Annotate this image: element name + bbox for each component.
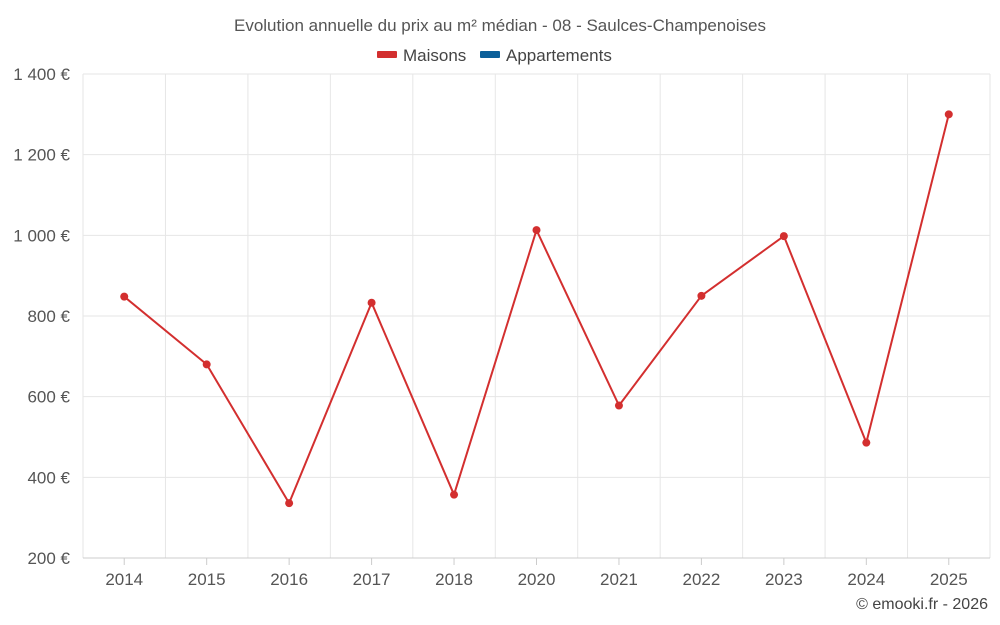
y-tick-label: 1 000 € (13, 226, 70, 245)
data-point-maisons[interactable] (779, 232, 788, 241)
grid (82, 73, 991, 558)
x-tick-label: 2018 (435, 570, 473, 589)
legend-item-appartements[interactable]: Appartements (480, 46, 612, 65)
x-tick-label: 2015 (188, 570, 226, 589)
x-tick-label: 2017 (353, 570, 391, 589)
data-point-maisons[interactable] (697, 291, 706, 300)
chart-title: Evolution annuelle du prix au m² médian … (234, 16, 766, 35)
legend-item-maisons[interactable]: Maisons (377, 46, 466, 65)
x-axis-ticks: 2014 2015 2016 2017 2018 2020 2021 2022 2023 2024… (105, 558, 968, 589)
y-tick-label: 800 € (27, 307, 70, 326)
legend-label-maisons: Maisons (403, 46, 466, 65)
y-axis-ticks: 200 € 400 € 600 € 800 € 1 000 € 1 200 € 1 400 … (13, 65, 70, 568)
data-point-maisons[interactable] (285, 499, 294, 508)
y-tick-label: 200 € (27, 549, 70, 568)
x-tick-label: 2024 (847, 570, 885, 589)
data-point-maisons[interactable] (450, 490, 459, 499)
x-tick-label: 2022 (682, 570, 720, 589)
data-point-maisons[interactable] (944, 110, 953, 119)
data-point-maisons[interactable] (120, 292, 129, 301)
x-tick-label: 2021 (600, 570, 638, 589)
y-tick-label: 1 400 € (13, 65, 70, 84)
y-tick-label: 1 200 € (13, 146, 70, 165)
data-point-maisons[interactable] (532, 226, 541, 235)
x-tick-label: 2020 (518, 570, 556, 589)
data-point-maisons[interactable] (862, 438, 871, 447)
credit-text: © emooki.fr - 2026 (856, 596, 988, 613)
x-tick-label: 2016 (270, 570, 308, 589)
legend: Maisons Appartements (377, 46, 612, 65)
legend-label-appartements: Appartements (506, 46, 612, 65)
data-point-maisons[interactable] (367, 298, 376, 307)
y-tick-label: 600 € (27, 388, 70, 407)
x-tick-label: 2023 (765, 570, 803, 589)
legend-swatch-maisons (377, 51, 397, 58)
data-point-maisons[interactable] (202, 360, 211, 369)
data-point-maisons[interactable] (614, 401, 623, 410)
legend-swatch-appartements (480, 51, 500, 58)
y-tick-label: 400 € (27, 468, 70, 487)
x-tick-label: 2025 (930, 570, 968, 589)
x-tick-label: 2014 (105, 570, 143, 589)
series-maisons (120, 110, 953, 508)
